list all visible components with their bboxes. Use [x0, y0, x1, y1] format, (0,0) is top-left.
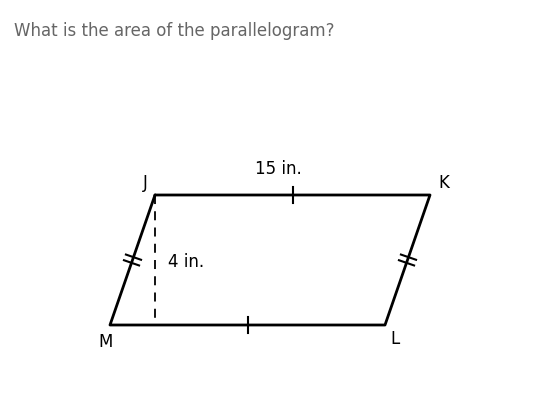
Text: 15 in.: 15 in. [255, 160, 301, 178]
Text: L: L [390, 330, 399, 348]
Text: K: K [438, 174, 449, 192]
Text: 4 in.: 4 in. [168, 253, 204, 271]
Text: J: J [143, 174, 148, 192]
Text: What is the area of the parallelogram?: What is the area of the parallelogram? [14, 22, 334, 40]
Text: M: M [98, 333, 112, 351]
